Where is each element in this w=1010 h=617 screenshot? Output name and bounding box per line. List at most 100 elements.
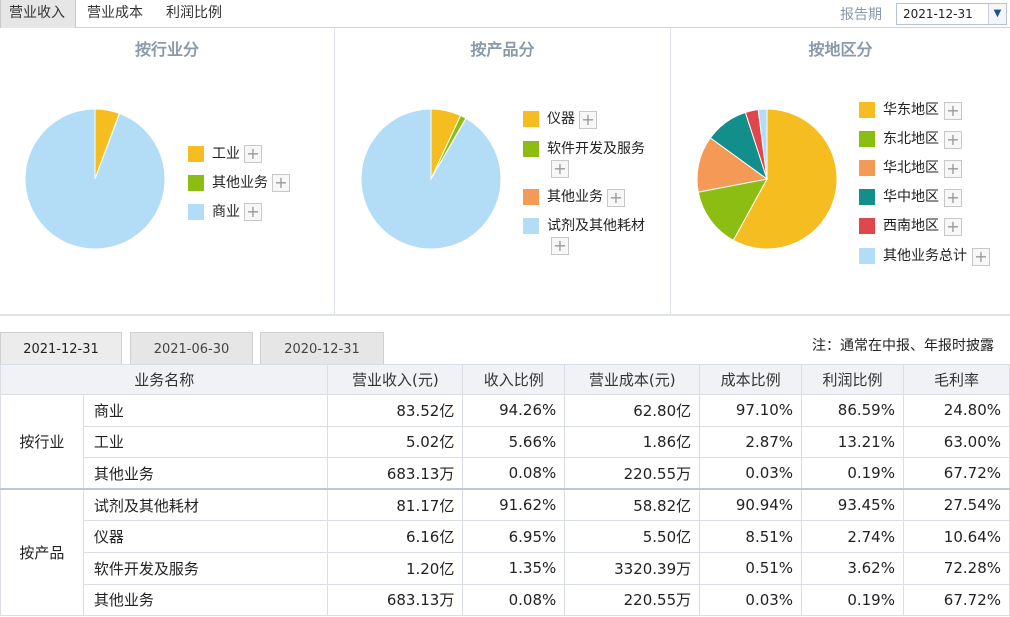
expand-plus-icon[interactable]: + [551, 160, 569, 178]
pie-slice-试剂及其他耗材[interactable] [360, 108, 502, 250]
table-cell: 其他业务 [82, 583, 329, 617]
legend-label: 华东地区 [883, 102, 939, 118]
product-panel: 按产品分 仪器 + 软件开发及服务 + 其他业务 + 试剂及其他耗材 + [335, 28, 671, 314]
legend-label: 东北地区 [883, 131, 939, 147]
table-cell: 工业 [82, 425, 329, 459]
table-cell: 仪器 [82, 520, 329, 553]
region-panel: 按地区分 华东地区 + 东北地区 + 华北地区 + 华中地区 + 西南地区 + … [671, 28, 1010, 314]
pie-slice-商业[interactable] [24, 108, 166, 250]
legend-swatch [523, 111, 539, 127]
table-cell: 5.50亿 [564, 520, 701, 553]
tab-revenue[interactable]: 营业收入 [0, 0, 76, 28]
legend-label: 华中地区 [883, 189, 939, 205]
legend-swatch [859, 248, 875, 264]
pie-slice-华北地区[interactable] [696, 137, 769, 193]
column-header: 毛利率 [902, 364, 1010, 395]
report-period-select[interactable]: 2021-12-31 ▼ [896, 3, 1007, 25]
table-cell: 其他业务 [82, 457, 329, 491]
table-cell: 试剂及其他耗材 [82, 488, 329, 522]
product-pie-chart [360, 108, 502, 250]
table-cell: 86.59% [801, 394, 904, 427]
table-cell: 2.74% [801, 520, 904, 553]
report-period-label: 报告期 [840, 7, 882, 23]
table-cell: 72.28% [902, 551, 1010, 585]
table-cell: 683.13万 [327, 583, 464, 617]
legend-label: 试剂及其他耗材 [547, 218, 645, 234]
tab-date-2020-12-31[interactable]: 2020-12-31 [260, 332, 384, 365]
expand-plus-icon[interactable]: + [944, 131, 962, 149]
legend-label: 商业 [212, 204, 240, 220]
legend-label: 华北地区 [883, 160, 939, 176]
table-cell: 1.86亿 [564, 425, 701, 459]
legend-swatch [523, 189, 539, 205]
table-row: 工业 5.02亿 5.66% 1.86亿 2.87% 13.21% 63.00% [1, 425, 1010, 459]
legend-label: 其他业务总计 [883, 248, 967, 264]
region-pie-chart [696, 108, 838, 250]
table-cell: 0.19% [801, 457, 904, 491]
table-row: 按行业 商业 83.52亿 94.26% 62.80亿 97.10% 86.59… [0, 394, 1010, 491]
table-cell: 220.55万 [564, 583, 701, 617]
disclosure-note: 注：通常在中报、年报时披露 [812, 338, 994, 354]
table-header-row: 业务名称 营业收入(元) 收入比例 营业成本(元) 成本比例 利润比例 毛利率 [0, 364, 1010, 395]
table-cell: 0.08% [462, 457, 566, 491]
pie-slice-东北地区[interactable] [697, 178, 768, 242]
expand-plus-icon[interactable]: + [244, 145, 262, 163]
expand-plus-icon[interactable]: + [272, 174, 290, 192]
expand-plus-icon[interactable]: + [579, 111, 597, 129]
table-row: 仪器 6.16亿 6.95% 5.50亿 8.51% 2.74% 10.64% [1, 520, 1010, 553]
pie-slice-其他业务总计[interactable] [757, 108, 768, 180]
tab-date-2021-12-31[interactable]: 2021-12-31 [0, 332, 122, 365]
legend-swatch [188, 204, 204, 220]
table-cell: 63.00% [902, 425, 1010, 459]
column-header: 利润比例 [801, 364, 904, 395]
table-cell: 0.51% [699, 551, 803, 585]
table-row: 软件开发及服务 1.20亿 1.35% 3320.39万 0.51% 3.62%… [1, 551, 1010, 585]
chevron-down-icon[interactable]: ▼ [988, 4, 1006, 24]
expand-plus-icon[interactable]: + [944, 189, 962, 207]
expand-plus-icon[interactable]: + [944, 102, 962, 120]
industry-pie-chart [24, 108, 166, 250]
tab-profit-ratio[interactable]: 利润比例 [166, 5, 222, 21]
table-cell: 0.03% [699, 583, 803, 617]
legend-swatch [523, 141, 539, 157]
table-row: 其他业务 683.13万 0.08% 220.55万 0.03% 0.19% 6… [1, 583, 1010, 617]
table-cell: 62.80亿 [564, 394, 701, 427]
revenue-table: 业务名称 营业收入(元) 收入比例 营业成本(元) 成本比例 利润比例 毛利率 … [0, 364, 1010, 617]
table-cell: 58.82亿 [564, 488, 701, 522]
table-cell: 1.20亿 [327, 551, 464, 585]
table-cell: 3320.39万 [564, 551, 701, 585]
group-label: 按产品 [0, 488, 84, 617]
table-cell: 67.72% [902, 583, 1010, 617]
table-cell: 90.94% [699, 488, 803, 522]
tab-date-2021-06-30[interactable]: 2021-06-30 [130, 332, 253, 365]
legend-swatch [859, 131, 875, 147]
legend-label: 工业 [212, 146, 240, 162]
table-cell: 10.64% [902, 520, 1010, 553]
table-cell: 97.10% [699, 394, 803, 427]
table-cell: 27.54% [902, 488, 1010, 522]
pie-slice-华东地区[interactable] [732, 108, 838, 250]
legend-swatch [188, 175, 204, 191]
legend-label: 西南地区 [883, 218, 939, 234]
expand-plus-icon[interactable]: + [551, 237, 569, 255]
legend-label: 其他业务 [547, 189, 603, 205]
table-cell: 93.45% [801, 488, 904, 522]
expand-plus-icon[interactable]: + [972, 248, 990, 266]
column-header: 营业成本(元) [564, 364, 701, 395]
table-cell: 6.16亿 [327, 520, 464, 553]
table-row: 按产品 试剂及其他耗材 81.17亿 91.62% 58.82亿 90.94% … [0, 488, 1010, 617]
legend-swatch [859, 160, 875, 176]
tab-cost[interactable]: 营业成本 [87, 5, 143, 21]
legend-label: 仪器 [547, 111, 575, 127]
column-header: 营业收入(元) [327, 364, 464, 395]
expand-plus-icon[interactable]: + [607, 189, 625, 207]
legend-swatch [859, 102, 875, 118]
expand-plus-icon[interactable]: + [244, 203, 262, 221]
report-period-value: 2021-12-31 [903, 7, 973, 21]
expand-plus-icon[interactable]: + [944, 160, 962, 178]
table-cell: 2.87% [699, 425, 803, 459]
legend-label: 软件开发及服务 [547, 141, 645, 157]
expand-plus-icon[interactable]: + [944, 218, 962, 236]
table-cell: 13.21% [801, 425, 904, 459]
